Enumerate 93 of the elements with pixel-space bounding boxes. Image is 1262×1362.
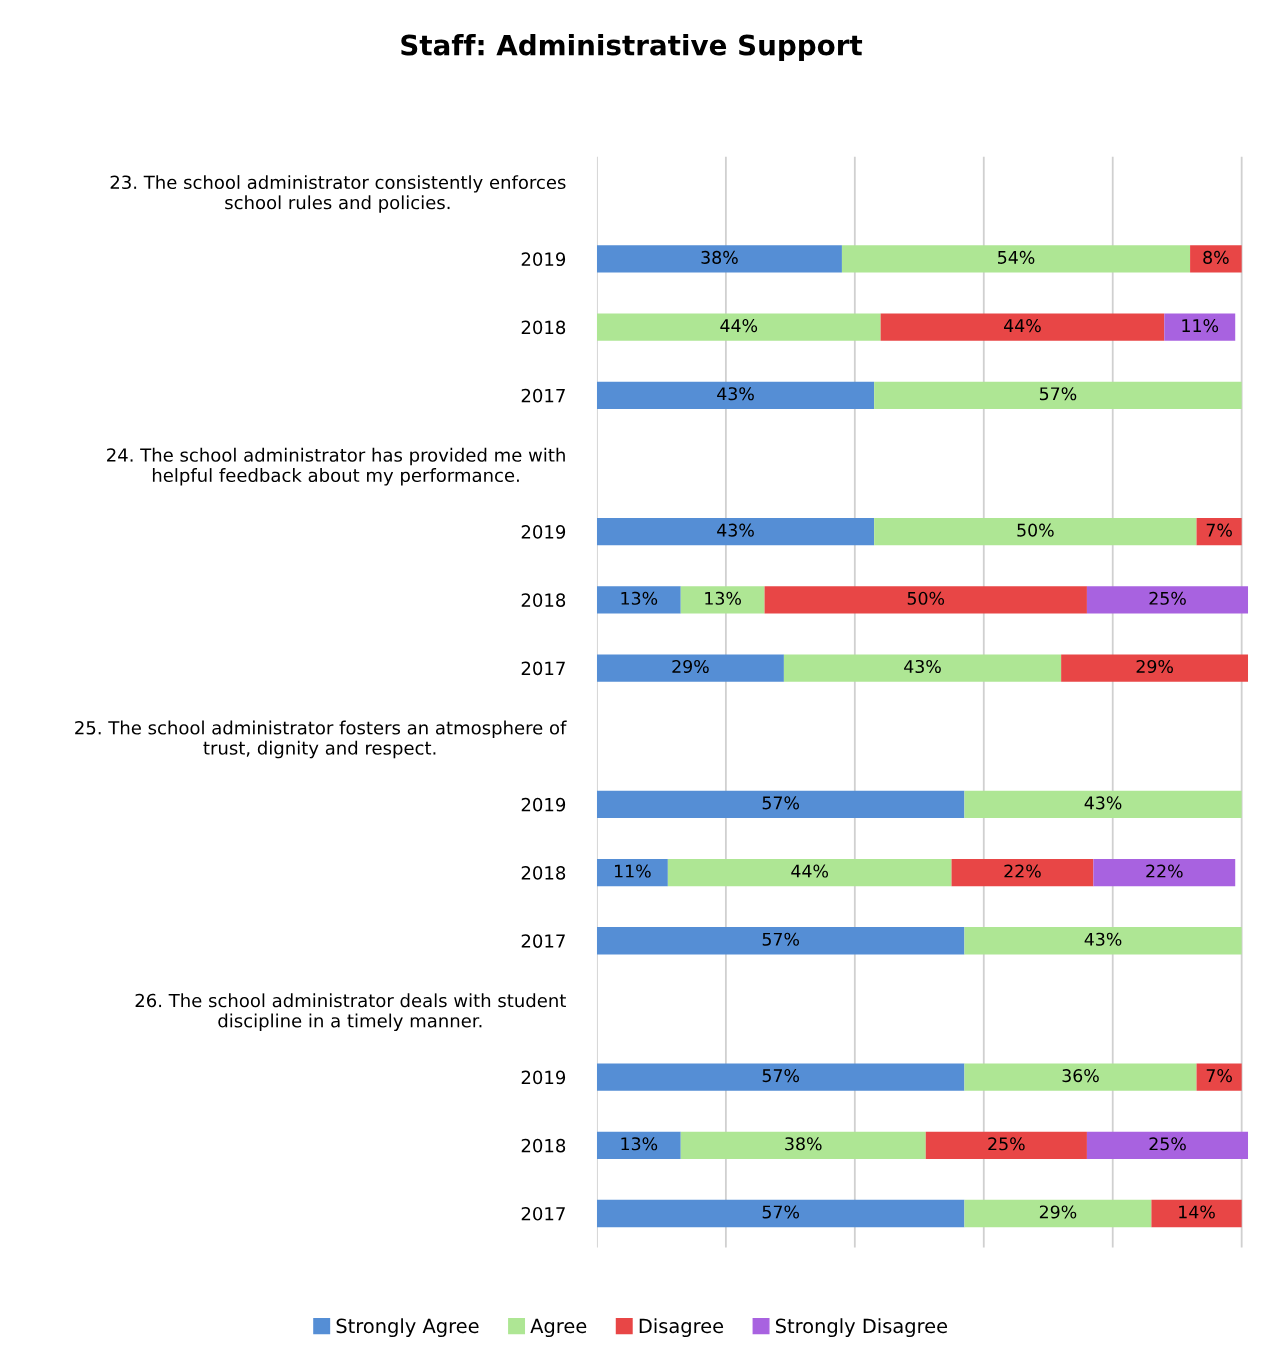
bar xyxy=(1093,858,1236,887)
data-label: 13% xyxy=(621,1137,658,1151)
y-tick-label: 2019 xyxy=(521,525,566,539)
bar xyxy=(783,654,1062,682)
data-label: 44% xyxy=(791,864,829,878)
data-label: 7% xyxy=(1206,523,1232,537)
y-tick-label: 2017 xyxy=(521,1206,565,1221)
data-label: 57% xyxy=(762,796,800,810)
y-tick-label: 2018 xyxy=(521,320,566,335)
data-label: 25% xyxy=(1149,591,1186,605)
y-tick-label: 25. The school administrator fosters an atmosphere of trust, dignity and respect. xyxy=(75,720,567,759)
bar xyxy=(874,381,1242,409)
data-label: 50% xyxy=(1017,523,1054,537)
data-label: 43% xyxy=(717,387,754,401)
bar xyxy=(964,1063,1197,1091)
bar xyxy=(596,1199,965,1228)
data-label: 44% xyxy=(1004,319,1041,333)
bar xyxy=(596,1131,681,1159)
data-label: 22% xyxy=(1004,864,1041,878)
chart-title: Staff: Administrative Support xyxy=(401,34,863,61)
bar xyxy=(841,245,1191,273)
data-label: 43% xyxy=(1084,796,1122,810)
y-tick-label: 23. The school administrator consistently enforces school rules and policies. xyxy=(110,175,566,213)
data-label: 13% xyxy=(621,591,658,605)
y-tick-label: 2019 xyxy=(521,797,566,812)
data-label: 29% xyxy=(672,659,709,674)
y-tick-label: 24. The school administrator has provided me with helpful feedback about my performance. xyxy=(107,447,565,486)
data-label: 43% xyxy=(717,523,754,537)
y-tick-label: 2017 xyxy=(521,934,565,948)
data-label: 7% xyxy=(1206,1069,1232,1083)
data-label: 8% xyxy=(1203,250,1229,264)
data-label: 44% xyxy=(720,319,758,333)
bar xyxy=(596,858,668,887)
data-label: 54% xyxy=(998,250,1035,264)
bar xyxy=(951,858,1094,887)
data-label: 43% xyxy=(904,659,941,674)
data-label: 11% xyxy=(615,864,651,878)
bar xyxy=(880,313,1165,341)
bar xyxy=(1196,1063,1242,1091)
bar xyxy=(964,927,1242,955)
bar xyxy=(596,313,881,341)
data-label: 57% xyxy=(762,1205,800,1219)
bar xyxy=(964,1199,1152,1228)
legend-label: Agree xyxy=(530,1318,587,1338)
bar xyxy=(1086,1131,1249,1159)
bar xyxy=(667,858,952,887)
y-tick-label: 2019 xyxy=(521,1070,566,1085)
data-label: 38% xyxy=(785,1137,822,1151)
bar xyxy=(596,927,965,955)
y-tick-label: 26. The school administrator deals with student discipline in a timely manner. xyxy=(135,993,566,1032)
y-tick-label: 2017 xyxy=(521,661,565,676)
bar xyxy=(596,654,784,682)
data-label: 13% xyxy=(705,591,741,605)
bar xyxy=(964,790,1242,819)
bar xyxy=(1196,518,1242,546)
legend-label: Strongly Disagree xyxy=(775,1318,948,1338)
bar xyxy=(596,790,965,819)
bar xyxy=(596,518,875,546)
y-tick-label: 2018 xyxy=(521,593,566,607)
bar xyxy=(596,586,681,614)
bar xyxy=(596,1063,965,1091)
bar xyxy=(1151,1199,1242,1228)
bar xyxy=(764,586,1087,614)
bar xyxy=(596,245,842,273)
data-label: 43% xyxy=(1084,932,1122,946)
data-label: 57% xyxy=(1039,387,1077,401)
data-label: 57% xyxy=(762,1069,800,1083)
y-tick-label: 2019 xyxy=(521,252,566,267)
legend-label: Strongly Agree xyxy=(336,1318,479,1338)
data-label: 25% xyxy=(1149,1137,1186,1151)
bar xyxy=(680,1131,926,1159)
legend-label: Disagree xyxy=(639,1318,724,1338)
data-label: 22% xyxy=(1146,864,1183,878)
bar xyxy=(680,586,765,614)
data-label: 29% xyxy=(1136,659,1173,674)
y-tick-label: 2018 xyxy=(521,1138,566,1153)
bar xyxy=(1086,586,1249,614)
data-label: 25% xyxy=(988,1137,1025,1151)
bar xyxy=(596,381,875,409)
data-label: 36% xyxy=(1062,1069,1099,1083)
y-tick-label: 2017 xyxy=(521,388,565,403)
data-label: 50% xyxy=(907,591,945,605)
bar xyxy=(1190,245,1242,273)
data-label: 29% xyxy=(1039,1205,1077,1219)
bar xyxy=(925,1131,1087,1159)
bar xyxy=(874,518,1197,546)
data-label: 38% xyxy=(701,250,738,264)
y-tick-label: 2018 xyxy=(521,866,566,880)
bar xyxy=(1061,654,1249,682)
data-label: 14% xyxy=(1179,1205,1215,1219)
data-label: 11% xyxy=(1182,319,1219,333)
bar xyxy=(1164,313,1236,341)
data-label: 57% xyxy=(762,932,800,946)
